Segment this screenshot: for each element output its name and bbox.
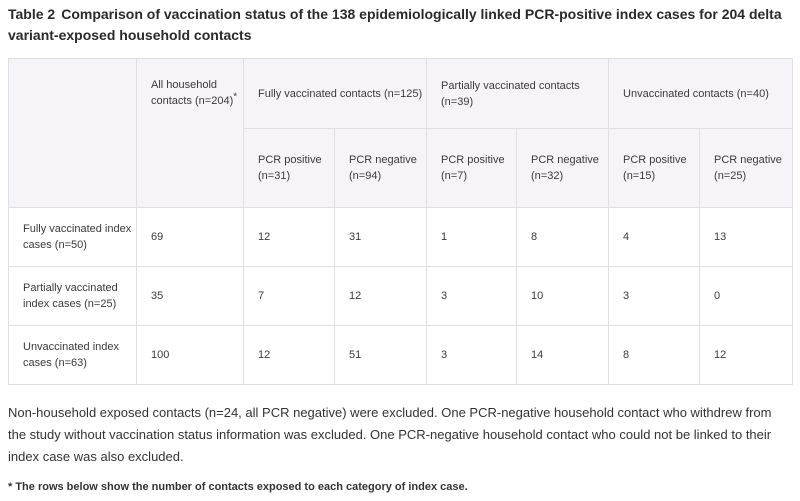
header-footnote-marker: * [233, 91, 238, 103]
cell-partially-pcr-positive: 1 [426, 207, 518, 267]
row-label: Fully vaccinated index cases (n=50) [8, 207, 137, 267]
cell-unvaccinated-pcr-positive: 3 [608, 266, 701, 326]
table-label: Table 2 [8, 6, 56, 22]
header-fully-pcr-negative: PCR negative (n=94) [333, 128, 428, 208]
table-row-partially-vaccinated-index: Partially vaccinated index cases (n=25) … [8, 266, 794, 326]
table-caption: Table 2 Comparison of vaccination status … [8, 4, 792, 46]
table-row-fully-vaccinated-index: Fully vaccinated index cases (n=50) 69 1… [8, 207, 794, 267]
vaccination-status-table: All household contacts (n=204)* Fully va… [8, 58, 794, 385]
row-label: Partially vaccinated index cases (n=25) [8, 266, 137, 326]
footnote: * The rows below show the number of cont… [8, 481, 468, 493]
cell-unvaccinated-pcr-negative: 13 [699, 207, 794, 267]
header-corner-cell [8, 58, 137, 208]
cell-fully-pcr-positive: 12 [243, 207, 335, 267]
header-all-household-contacts-label: All household contacts (n=204) [151, 79, 234, 107]
cell-unvaccinated-pcr-negative: 0 [699, 266, 794, 326]
cell-unvaccinated-pcr-negative: 12 [699, 325, 794, 385]
cell-unvaccinated-pcr-positive: 8 [608, 325, 701, 385]
header-group-partially-vaccinated: Partially vaccinated contacts (n=39) [426, 58, 610, 129]
table-row-unvaccinated-index: Unvaccinated index cases (n=63) 100 12 5… [8, 325, 794, 385]
header-fully-pcr-positive: PCR positive (n=31) [243, 128, 335, 208]
table-title: Comparison of vaccination status of the … [8, 6, 782, 43]
cell-unvaccinated-pcr-positive: 4 [608, 207, 701, 267]
cell-all-contacts: 35 [136, 266, 244, 326]
cell-fully-pcr-negative: 31 [333, 207, 428, 267]
header-all-household-contacts: All household contacts (n=204)* [136, 58, 244, 208]
header-row-pcr: PCR positive (n=31) PCR negative (n=94) … [9, 128, 794, 208]
cell-all-contacts: 100 [136, 325, 244, 385]
header-partially-pcr-positive: PCR positive (n=7) [426, 128, 518, 208]
cell-partially-pcr-negative: 14 [516, 325, 610, 385]
header-unvaccinated-pcr-positive: PCR positive (n=15) [608, 128, 701, 208]
exclusion-note: Non-household exposed contacts (n=24, al… [8, 405, 772, 464]
header-group-fully-vaccinated: Fully vaccinated contacts (n=125) [242, 58, 428, 129]
cell-partially-pcr-negative: 8 [516, 207, 610, 267]
header-row-groups: All household contacts (n=204)* Fully va… [8, 58, 794, 208]
cell-partially-pcr-negative: 10 [516, 266, 610, 326]
row-label: Unvaccinated index cases (n=63) [8, 325, 137, 385]
header-partially-pcr-negative: PCR negative (n=32) [516, 128, 610, 208]
header-unvaccinated-pcr-negative: PCR negative (n=25) [699, 128, 794, 208]
cell-partially-pcr-positive: 3 [426, 266, 518, 326]
header-group-unvaccinated: Unvaccinated contacts (n=40) [608, 58, 794, 129]
cell-all-contacts: 69 [136, 207, 244, 267]
cell-fully-pcr-negative: 51 [333, 325, 428, 385]
cell-fully-pcr-negative: 12 [333, 266, 428, 326]
cell-fully-pcr-positive: 7 [243, 266, 335, 326]
cell-partially-pcr-positive: 3 [426, 325, 518, 385]
cell-fully-pcr-positive: 12 [243, 325, 335, 385]
